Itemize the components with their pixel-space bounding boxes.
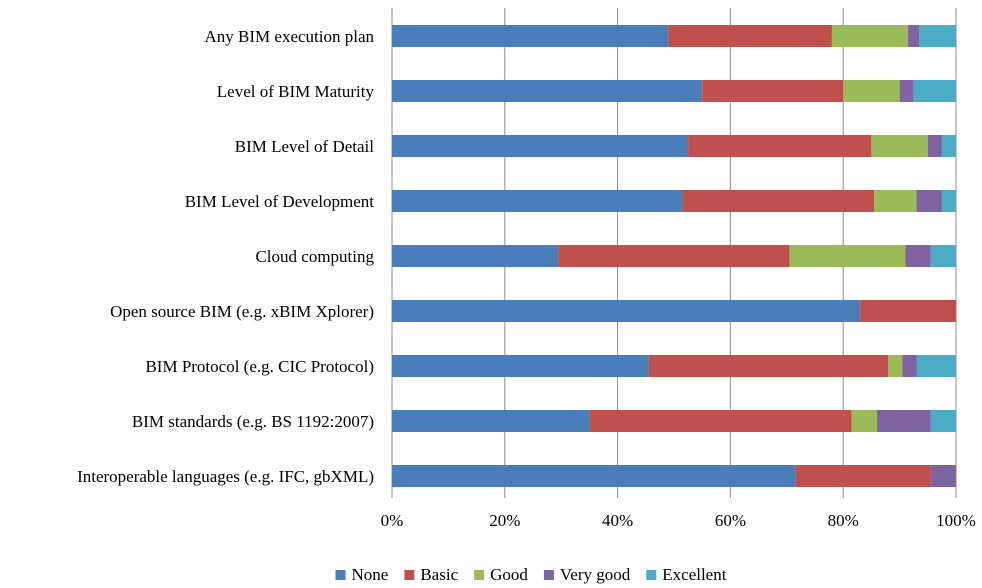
- bar-segment: [702, 80, 844, 102]
- bar-segment: [392, 355, 649, 377]
- bar-segment: [648, 355, 889, 377]
- x-tick-label: 80%: [828, 511, 859, 530]
- category-label: Level of BIM Maturity: [217, 82, 375, 101]
- category-label: Interoperable languages (e.g. IFC, gbXML…: [77, 467, 374, 486]
- category-label: BIM Protocol (e.g. CIC Protocol): [145, 357, 374, 376]
- category-label: BIM Level of Detail: [235, 137, 375, 156]
- legend-label: Excellent: [662, 565, 726, 584]
- bar-segment: [919, 25, 956, 47]
- bar-segment: [899, 80, 914, 102]
- bar-segment: [392, 245, 559, 267]
- x-tick-label: 20%: [489, 511, 520, 530]
- bar-segment: [888, 355, 903, 377]
- bar-segment: [558, 245, 790, 267]
- category-label: Cloud computing: [255, 247, 374, 266]
- bar-segment: [789, 245, 906, 267]
- legend-label: Good: [490, 565, 528, 584]
- legend-swatch: [474, 570, 485, 580]
- bar-segment: [831, 25, 909, 47]
- bar-segment: [668, 25, 832, 47]
- bar-segment: [851, 410, 878, 432]
- legend-swatch: [335, 570, 346, 580]
- bar-segment: [905, 245, 931, 267]
- bar-segment: [913, 80, 956, 102]
- bar-segment: [902, 355, 917, 377]
- bar-segment: [682, 190, 875, 212]
- bar-segment: [860, 300, 956, 322]
- category-labels: Any BIM execution plan Level of BIM Matur…: [77, 27, 374, 486]
- x-tick-label: 0%: [381, 511, 404, 530]
- bar-segment: [908, 25, 920, 47]
- bars: [392, 25, 956, 487]
- bar-segment: [930, 245, 956, 267]
- bar-segment: [589, 410, 852, 432]
- bar-segment: [871, 135, 928, 157]
- bar-segment: [941, 190, 956, 212]
- bar-segment: [927, 135, 942, 157]
- bar-segment: [392, 25, 669, 47]
- legend-label: None: [352, 565, 389, 584]
- x-tick-label: 100%: [936, 511, 976, 530]
- bar-segment: [392, 300, 861, 322]
- x-tick-label: 60%: [715, 511, 746, 530]
- bar-segment: [916, 355, 956, 377]
- bar-segment: [392, 410, 590, 432]
- bar-segment: [874, 190, 917, 212]
- legend-swatch: [404, 570, 415, 580]
- bar-segment: [392, 190, 683, 212]
- category-label: Open source BIM (e.g. xBIM Xplorer): [110, 302, 374, 321]
- legend: None Basic Good Very good Excellent: [335, 565, 727, 584]
- category-label: Any BIM execution plan: [205, 27, 375, 46]
- bar-segment: [941, 135, 956, 157]
- x-axis-ticks: 0% 20% 40% 60% 80% 100%: [381, 511, 976, 530]
- legend-label: Basic: [420, 565, 458, 584]
- bar-segment: [930, 410, 956, 432]
- bar-segment: [392, 465, 796, 487]
- bar-segment: [688, 135, 872, 157]
- category-label: BIM standards (e.g. BS 1192:2007): [132, 412, 374, 431]
- legend-swatch: [543, 570, 554, 580]
- x-tick-label: 40%: [602, 511, 633, 530]
- bar-segment: [930, 465, 956, 487]
- bar-segment: [392, 80, 703, 102]
- category-label: BIM Level of Development: [185, 192, 375, 211]
- bar-segment: [877, 410, 931, 432]
- bar-segment: [795, 465, 931, 487]
- bar-segment: [916, 190, 942, 212]
- bar-segment: [843, 80, 900, 102]
- legend-swatch: [646, 570, 657, 580]
- legend-label: Very good: [560, 565, 631, 584]
- bar-segment: [392, 135, 689, 157]
